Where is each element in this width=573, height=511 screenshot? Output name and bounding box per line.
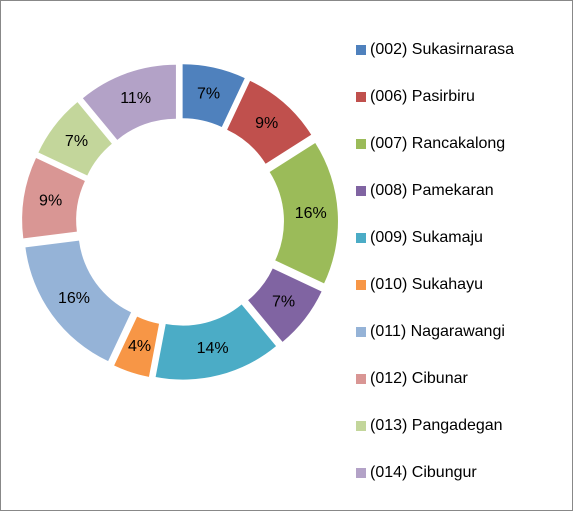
donut-segment bbox=[269, 143, 338, 284]
legend-label: (002) Sukasirnarasa bbox=[370, 41, 514, 58]
donut-segment bbox=[25, 240, 132, 362]
legend-label: (014) Cibungur bbox=[370, 464, 477, 481]
legend-swatch bbox=[356, 280, 366, 290]
data-label: 9% bbox=[255, 115, 278, 132]
legend-label: (013) Pangadegan bbox=[370, 417, 503, 434]
data-label: 14% bbox=[197, 340, 229, 357]
donut-segment bbox=[227, 80, 312, 164]
data-label: 11% bbox=[120, 90, 151, 107]
donut-segment bbox=[38, 102, 112, 176]
data-label: 16% bbox=[58, 290, 90, 307]
donut-segment bbox=[82, 64, 176, 140]
legend-swatch bbox=[356, 374, 366, 384]
legend-swatch bbox=[356, 233, 366, 243]
legend-swatch bbox=[356, 45, 366, 55]
legend-label: (010) Sukahayu bbox=[370, 276, 483, 293]
legend-label: (011) Nagarawangi bbox=[370, 323, 505, 340]
donut-segment bbox=[155, 304, 277, 380]
data-label: 9% bbox=[39, 193, 62, 210]
donut-segment bbox=[22, 157, 85, 239]
donut-segment bbox=[182, 64, 245, 128]
legend-label: (012) Cibunar bbox=[370, 370, 469, 387]
legend-swatch bbox=[356, 92, 366, 102]
data-label: 16% bbox=[295, 205, 327, 222]
legend-swatch bbox=[356, 186, 366, 196]
legend-label: (008) Pamekaran bbox=[370, 182, 494, 199]
legend-swatch bbox=[356, 421, 366, 431]
donut-segment bbox=[248, 268, 322, 342]
donut-segment bbox=[114, 316, 160, 377]
data-label: 4% bbox=[128, 338, 151, 355]
legend-swatch bbox=[356, 139, 366, 149]
legend-swatch bbox=[356, 468, 366, 478]
legend-label: (006) Pasirbiru bbox=[370, 88, 475, 105]
data-label: 7% bbox=[65, 133, 88, 150]
data-label: 7% bbox=[197, 85, 220, 102]
legend-swatch bbox=[356, 327, 366, 337]
legend-label: (007) Rancakalong bbox=[370, 135, 505, 152]
data-label: 7% bbox=[272, 294, 295, 311]
legend-label: (009) Sukamaju bbox=[370, 229, 483, 246]
